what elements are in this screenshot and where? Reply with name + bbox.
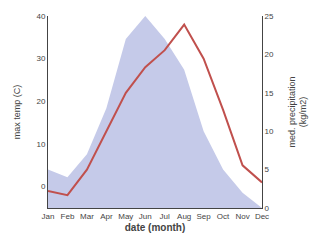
svg-text:Dec: Dec: [255, 212, 269, 221]
svg-text:20: 20: [36, 97, 45, 106]
svg-text:Apr: Apr: [100, 212, 113, 221]
svg-text:Nov: Nov: [235, 212, 249, 221]
svg-text:Mar: Mar: [80, 212, 94, 221]
svg-text:5: 5: [265, 165, 270, 174]
svg-text:0: 0: [41, 182, 46, 191]
svg-text:date (month): date (month): [125, 222, 186, 233]
svg-text:20: 20: [265, 50, 274, 59]
svg-text:max temp (C): max temp (C): [12, 85, 22, 140]
svg-text:Jul: Jul: [160, 212, 170, 221]
svg-text:15: 15: [265, 89, 274, 98]
svg-text:10: 10: [265, 127, 274, 136]
svg-text:30: 30: [36, 54, 45, 63]
svg-text:Jan: Jan: [42, 212, 55, 221]
svg-text:Aug: Aug: [177, 212, 191, 221]
svg-text:Jun: Jun: [139, 212, 152, 221]
svg-text:med. precipitation(kg/m2): med. precipitation(kg/m2): [287, 76, 309, 147]
svg-text:Oct: Oct: [217, 212, 230, 221]
svg-text:40: 40: [36, 12, 45, 21]
svg-text:May: May: [118, 212, 133, 221]
svg-text:0: 0: [265, 204, 270, 213]
svg-text:Feb: Feb: [61, 212, 75, 221]
svg-text:25: 25: [265, 12, 274, 21]
svg-text:10: 10: [36, 140, 45, 149]
svg-text:Sep: Sep: [197, 212, 212, 221]
